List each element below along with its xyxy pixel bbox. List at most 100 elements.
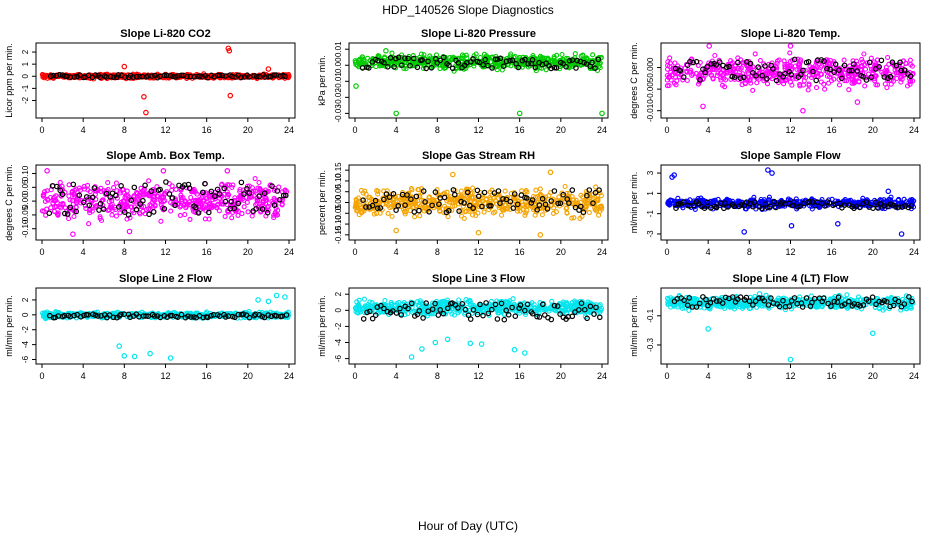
data-point — [123, 192, 129, 198]
data-point — [747, 76, 753, 83]
x-tick-label: 16 — [202, 247, 212, 257]
x-tick-label: 24 — [597, 125, 607, 135]
hourly-point — [572, 204, 579, 211]
x-tick-label: 0 — [664, 247, 669, 257]
data-point — [756, 65, 762, 71]
data-point — [263, 201, 269, 207]
data-point — [822, 86, 828, 92]
data-point — [383, 201, 389, 207]
y-tick-label: 0.05 — [21, 179, 30, 195]
hourly-point — [219, 72, 226, 79]
hourly-point — [107, 73, 114, 80]
data-point — [239, 211, 245, 217]
hourly-point — [675, 201, 682, 207]
x-tick-label: 0 — [39, 371, 44, 381]
data-point — [836, 82, 843, 88]
data-point — [362, 188, 368, 194]
data-point — [70, 201, 76, 207]
points — [352, 169, 605, 238]
data-point — [805, 87, 811, 93]
data-point — [744, 77, 750, 84]
outlier-point — [160, 168, 167, 174]
hourly-point — [853, 203, 860, 210]
hourly-point — [363, 204, 369, 210]
y-tick-label: -0.10 — [334, 214, 343, 233]
data-point — [754, 80, 760, 86]
hourly-point — [130, 74, 136, 80]
data-point — [263, 197, 269, 203]
y-tick-label: -0.010 — [646, 99, 655, 122]
data-point — [522, 212, 528, 218]
data-point — [390, 199, 397, 205]
hourly-point — [84, 194, 90, 200]
data-point — [410, 301, 416, 307]
hourly-point — [235, 200, 242, 207]
data-point — [352, 204, 358, 210]
hourly-point — [863, 199, 870, 206]
hourly-point — [97, 74, 103, 81]
hourly-point — [901, 67, 908, 73]
hourly-point — [154, 313, 161, 319]
hourly-point — [489, 65, 495, 71]
data-point — [389, 204, 395, 210]
data-point — [256, 179, 262, 186]
hourly-point — [868, 74, 875, 81]
figure-title: HDP_140526 Slope Diagnostics — [382, 3, 553, 17]
hourly-point — [560, 191, 567, 198]
data-point — [60, 201, 66, 207]
hourly-point — [892, 204, 899, 210]
hourly-point — [878, 57, 885, 64]
hourly-point — [231, 205, 238, 212]
data-point — [859, 56, 865, 62]
outlier-point — [131, 353, 138, 360]
data-point — [854, 61, 860, 67]
hourly-point — [97, 201, 104, 207]
hourly-point — [212, 193, 218, 200]
x-tick-label: 24 — [284, 125, 294, 135]
data-point — [745, 68, 751, 74]
hourly-point — [122, 74, 129, 81]
data-point — [145, 191, 151, 197]
hourly-point — [441, 194, 448, 201]
x-tick-label: 0 — [664, 125, 669, 135]
data-point — [403, 66, 409, 72]
hourly-point — [186, 185, 193, 192]
data-point — [191, 186, 197, 192]
points — [39, 168, 290, 238]
data-point — [476, 196, 482, 202]
hourly-point — [450, 187, 457, 193]
data-point — [422, 62, 428, 69]
data-point — [594, 310, 600, 316]
data-point — [69, 188, 76, 194]
hourly-point — [790, 199, 797, 205]
data-point — [100, 197, 106, 203]
x-tick-label: 20 — [868, 125, 878, 135]
hourly-point — [723, 64, 730, 71]
data-point — [517, 208, 523, 214]
data-point — [483, 197, 489, 203]
data-point — [55, 212, 61, 218]
data-point — [477, 54, 483, 61]
data-point — [136, 210, 142, 216]
x-tick-label: 4 — [81, 247, 86, 257]
hourly-point — [121, 209, 128, 215]
hourly-point — [704, 199, 711, 206]
hourly-point — [50, 72, 57, 79]
hourly-point — [824, 65, 830, 72]
panel-title: Slope Line 3 Flow — [432, 273, 525, 285]
hourly-point — [523, 195, 530, 201]
outlier-point — [408, 354, 415, 360]
hourly-point — [509, 57, 516, 64]
x-tick-label: 20 — [556, 371, 566, 381]
data-point — [375, 188, 381, 194]
hourly-point — [503, 58, 510, 65]
hourly-point — [548, 198, 555, 204]
hourly-point — [408, 196, 414, 203]
data-point — [861, 51, 867, 57]
outlier-point — [393, 110, 400, 117]
hourly-point — [751, 199, 758, 206]
x-tick-label: 16 — [515, 125, 525, 135]
data-point — [516, 308, 522, 314]
hourly-point — [514, 201, 521, 208]
